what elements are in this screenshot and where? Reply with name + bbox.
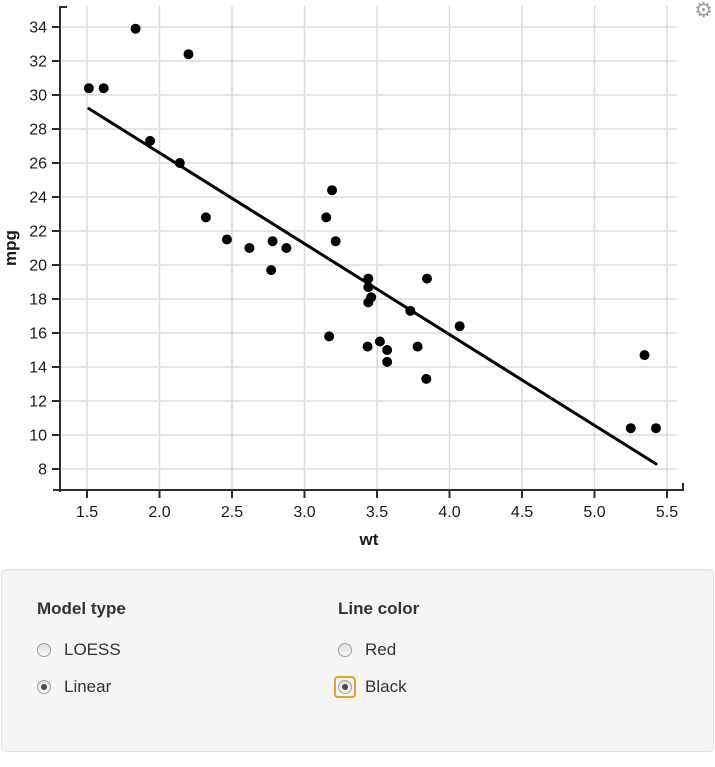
radio-button-icon[interactable] (338, 642, 352, 657)
data-point (382, 345, 393, 355)
scatter-plot: 8 10 12 14 16 18 20 22 24 26 28 30 32 34 1.5 2.0 2.5 3.0 3… (1, 6, 684, 549)
y-tick-label: 20 (29, 258, 47, 275)
y-tick-label: 10 (29, 428, 47, 445)
data-point (221, 234, 232, 245)
y-tick-label: 28 (29, 122, 47, 139)
y-tick-label: 26 (29, 156, 47, 173)
control-label-line_color: Line color (338, 599, 420, 618)
data-point (330, 236, 341, 247)
x-axis-title: wt (359, 530, 379, 549)
data-point (174, 158, 185, 168)
radio-option-loess[interactable]: LOESS (37, 638, 338, 661)
data-point (362, 341, 373, 352)
gear-icon[interactable]: ⚙ (694, 0, 713, 22)
radio-option-black[interactable]: Black (334, 675, 419, 698)
data-point (421, 373, 432, 384)
control-label-model_type: Model type (37, 599, 126, 618)
data-point (382, 356, 393, 367)
data-point (324, 331, 335, 342)
data-point (363, 282, 374, 293)
radio-group-line_color: Line color Red Black (334, 599, 420, 751)
y-tick-label: 8 (38, 462, 47, 479)
data-point (130, 23, 141, 34)
y-axis-title: mpg (1, 230, 20, 266)
radio-option-label: Black (365, 676, 407, 696)
data-point (639, 350, 650, 361)
x-tick-label: 1.5 (76, 504, 98, 521)
radio-option-red[interactable]: Red (338, 638, 419, 661)
data-point (454, 321, 465, 332)
data-point (412, 341, 423, 352)
y-tick-label: 12 (29, 394, 47, 411)
y-tick-label: 16 (29, 326, 47, 343)
data-point (83, 83, 94, 94)
x-tick-label: 4.5 (511, 504, 533, 521)
data-point (244, 243, 255, 253)
data-point (267, 236, 278, 247)
data-point (363, 273, 374, 284)
radio-option-label: Red (365, 639, 397, 659)
x-tick-label: 2.5 (221, 504, 243, 521)
data-point (281, 243, 292, 253)
data-point (266, 265, 277, 276)
data-point (625, 423, 636, 434)
data-point (363, 297, 374, 308)
data-point (183, 49, 194, 60)
data-point (374, 336, 385, 347)
x-tick-label: 2.0 (148, 504, 170, 521)
x-tick-label: 5.0 (583, 504, 605, 521)
radio-group-model_type: Model type LOESS Linear (37, 599, 338, 751)
x-tick-label: 4.0 (438, 504, 460, 521)
radio-button-icon[interactable] (37, 679, 51, 694)
data-point (327, 185, 338, 196)
data-point (98, 83, 109, 94)
y-tick-label: 22 (29, 224, 47, 241)
y-tick-label: 34 (29, 20, 47, 37)
y-tick-label: 18 (29, 292, 47, 309)
y-tick-label: 30 (29, 88, 47, 105)
data-point (650, 423, 661, 434)
radio-button-icon[interactable] (37, 642, 51, 657)
radio-option-label: Linear (64, 676, 112, 696)
data-point (321, 212, 332, 223)
input-panel: Model type LOESS Linear Line color Red Black (1, 569, 714, 752)
y-tick-label: 24 (29, 190, 47, 207)
x-tick-label: 3.5 (366, 504, 388, 521)
x-tick-label: 3.0 (293, 504, 315, 521)
data-point (405, 305, 416, 316)
x-tick-label: 5.5 (656, 504, 678, 521)
data-point (145, 135, 156, 146)
data-point (422, 273, 433, 284)
data-point (200, 212, 211, 223)
y-tick-label: 14 (29, 360, 47, 377)
plot-output: ⚙ 8 10 12 14 16 18 20 22 24 26 28 30 32 34 1.5 2.0 2.5 3.… (1, 0, 713, 549)
y-tick-label: 32 (29, 54, 47, 71)
radio-button-icon[interactable] (334, 675, 356, 698)
radio-option-linear[interactable]: Linear (37, 675, 338, 698)
radio-option-label: LOESS (64, 639, 121, 659)
